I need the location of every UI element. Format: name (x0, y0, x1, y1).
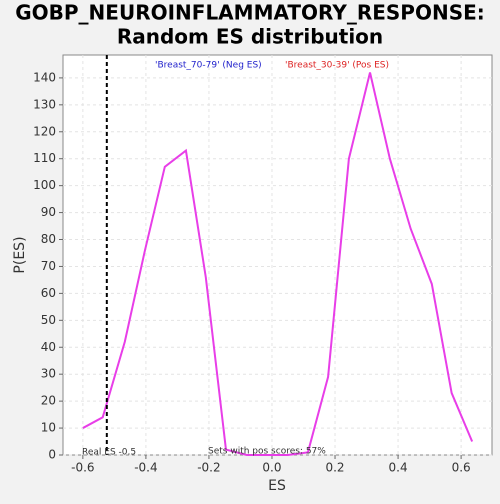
y-tick-label: 30 (41, 367, 56, 381)
y-tick-label: 60 (41, 286, 56, 300)
legend-entry: 'Breast_30-39' (Pos ES) (285, 61, 389, 71)
y-tick-label: 40 (41, 340, 56, 354)
annotation: Sets with pos scores: 57% (208, 447, 326, 457)
y-tick-label: 20 (41, 394, 56, 408)
y-tick-label: 130 (33, 97, 56, 111)
y-tick-label: 70 (41, 259, 56, 273)
x-tick-label: -0.6 (71, 461, 94, 475)
x-tick-label: -0.2 (197, 461, 220, 475)
legend-entry: 'Breast_70-79' (Neg ES) (155, 61, 262, 71)
series-line (82, 72, 474, 456)
y-tick-label: 140 (33, 70, 56, 84)
x-tick-label: 0.2 (325, 461, 344, 475)
x-tick-label: 0.4 (389, 461, 408, 475)
chart-title: Random ES distribution (117, 25, 383, 49)
x-axis-label: ES (268, 478, 286, 494)
plot-area (62, 54, 493, 456)
y-tick-label: 110 (33, 151, 56, 165)
y-tick-label: 50 (41, 313, 56, 327)
chart-title: GOBP_NEUROINFLAMMATORY_RESPONSE: (15, 1, 485, 25)
y-tick-label: 120 (33, 124, 56, 138)
y-tick-label: 0 (48, 448, 56, 462)
y-tick-label: 10 (41, 421, 56, 435)
x-tick-label: -0.4 (134, 461, 157, 475)
y-axis-label: P(ES) (12, 236, 28, 273)
y-tick-label: 100 (33, 178, 56, 192)
x-tick-label: 0.6 (452, 461, 471, 475)
y-tick-label: 90 (41, 205, 56, 219)
annotation: Real ES -0.5 (82, 448, 136, 458)
x-tick-label: 0.0 (262, 461, 281, 475)
y-tick-label: 80 (41, 232, 56, 246)
